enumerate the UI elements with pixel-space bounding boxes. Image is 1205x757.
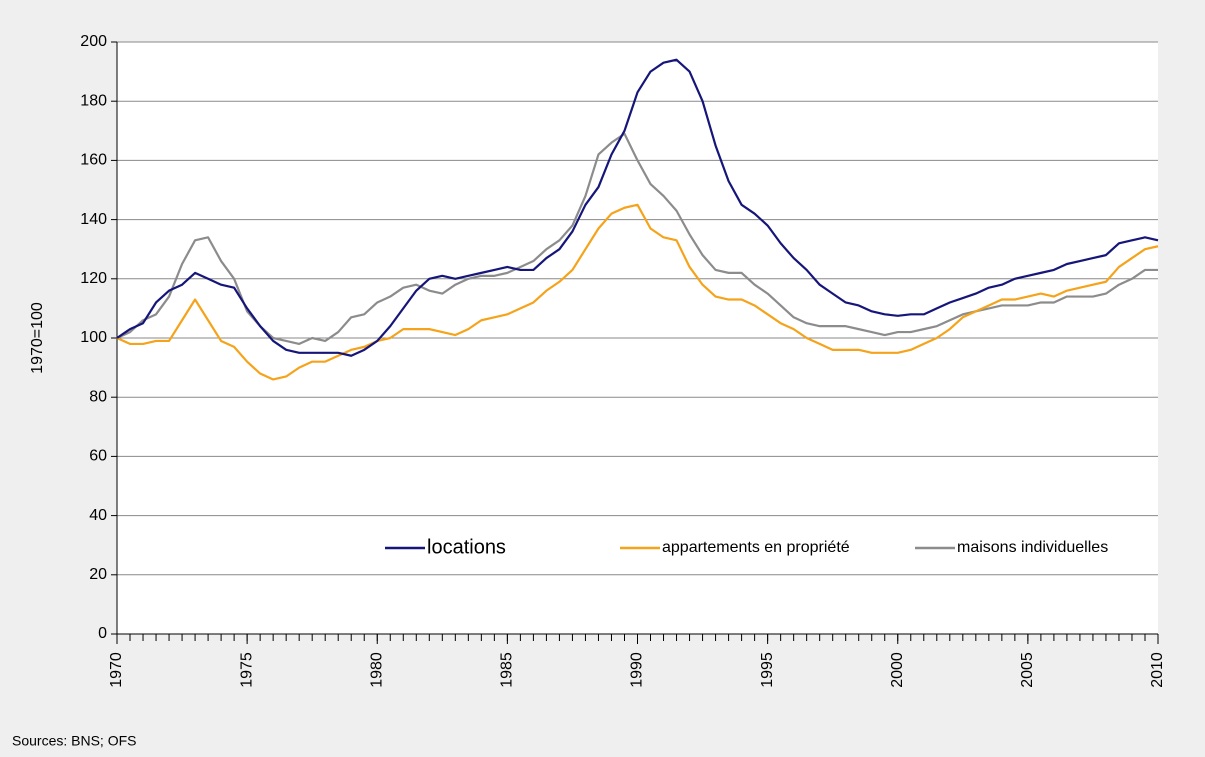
x-tick-label: 2010 [1149,652,1166,688]
y-tick-label: 140 [80,211,107,228]
x-tick-label: 2000 [889,652,906,688]
y-tick-label: 60 [89,448,107,465]
x-tick-label: 2005 [1019,652,1036,688]
series-line [116,132,1158,346]
y-tick-label: 160 [80,152,107,169]
legend-label: locations [427,536,506,558]
y-tick-label: 180 [80,92,107,109]
x-tick-label: 1995 [759,652,776,688]
source-note: Sources: BNS; OFS [12,733,136,749]
y-tick-label: 0 [98,625,107,642]
y-tick-label: 20 [89,566,107,583]
y-axis-label: 1970=100 [29,302,46,374]
series-line [116,58,1159,357]
legend-label: maisons individuelles [957,539,1108,556]
x-tick-label: 1980 [368,652,385,688]
x-tick-label: 1990 [629,652,646,688]
y-tick-label: 40 [89,507,107,524]
x-tick-label: 1970 [108,652,125,688]
x-tick-label: 1975 [238,652,255,688]
legend-label: appartements en propriété [662,539,850,556]
y-tick-label: 100 [80,329,107,346]
y-tick-label: 120 [80,270,107,287]
x-tick-label: 1985 [499,652,516,688]
y-tick-label: 80 [89,388,107,405]
series-line [116,203,1159,381]
y-tick-label: 200 [80,33,107,50]
